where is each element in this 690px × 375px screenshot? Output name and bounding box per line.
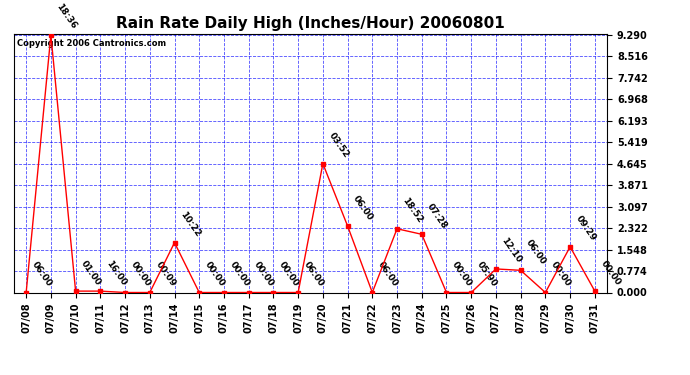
Text: 00:00: 00:00 [549,260,573,288]
Text: 00:00: 00:00 [450,260,474,288]
Text: 18:36: 18:36 [55,2,79,31]
Text: 00:09: 00:09 [153,260,177,288]
Text: 03:52: 03:52 [326,131,351,159]
Text: 00:00: 00:00 [228,260,251,288]
Text: 00:00: 00:00 [598,259,622,287]
Text: 06:00: 06:00 [524,238,548,266]
Text: 00:00: 00:00 [129,260,152,288]
Title: Rain Rate Daily High (Inches/Hour) 20060801: Rain Rate Daily High (Inches/Hour) 20060… [116,16,505,31]
Text: 06:00: 06:00 [302,260,326,288]
Text: 06:00: 06:00 [351,194,375,222]
Text: 06:00: 06:00 [30,260,53,288]
Text: 07:28: 07:28 [426,201,449,230]
Text: 01:00: 01:00 [79,259,103,287]
Text: Copyright 2006 Cantronics.com: Copyright 2006 Cantronics.com [17,39,166,48]
Text: 16:00: 16:00 [104,258,128,287]
Text: 00:00: 00:00 [253,260,276,288]
Text: 09:29: 09:29 [574,214,598,243]
Text: 00:00: 00:00 [203,260,226,288]
Text: 00:00: 00:00 [277,260,301,288]
Text: 10:22: 10:22 [178,210,202,238]
Text: 06:00: 06:00 [376,260,400,288]
Text: 12:10: 12:10 [500,236,524,265]
Text: 18:52: 18:52 [401,196,424,225]
Text: 05:90: 05:90 [475,260,499,288]
